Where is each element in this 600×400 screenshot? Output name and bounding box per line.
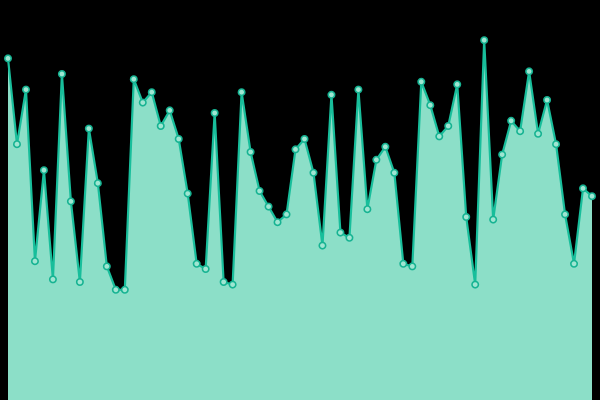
data-point-marker xyxy=(417,77,426,86)
data-point-marker xyxy=(435,132,444,141)
data-point-marker xyxy=(66,197,75,206)
data-point-marker xyxy=(399,259,408,268)
data-point-marker xyxy=(273,218,282,227)
data-point-marker xyxy=(48,275,57,284)
data-point-marker xyxy=(345,233,354,242)
data-point-marker xyxy=(138,98,147,107)
data-point-marker xyxy=(453,80,462,89)
data-point-marker xyxy=(84,124,93,133)
data-point-markers xyxy=(4,36,596,294)
data-point-marker xyxy=(480,36,489,45)
data-point-marker xyxy=(102,262,111,271)
data-point-marker xyxy=(165,106,174,115)
data-point-marker xyxy=(156,122,165,131)
data-point-marker xyxy=(183,189,192,198)
data-point-marker xyxy=(30,257,39,266)
data-line xyxy=(6,39,594,291)
data-point-marker xyxy=(381,142,390,151)
data-point-marker xyxy=(12,140,21,149)
data-point-marker xyxy=(534,129,543,138)
data-point-marker xyxy=(354,85,363,94)
data-point-marker xyxy=(111,285,120,294)
data-point-marker xyxy=(462,213,471,222)
data-point-marker xyxy=(93,179,102,188)
data-point-marker xyxy=(498,150,507,159)
data-point-marker xyxy=(336,228,345,237)
data-point-marker xyxy=(327,90,336,99)
data-point-marker xyxy=(489,215,498,224)
data-point-marker xyxy=(408,262,417,271)
data-point-marker xyxy=(201,264,210,273)
data-point-marker xyxy=(291,145,300,154)
data-point-marker xyxy=(219,277,228,286)
data-point-marker xyxy=(237,88,246,97)
data-point-marker xyxy=(516,127,525,136)
data-point-marker xyxy=(21,85,30,94)
data-point-marker xyxy=(282,210,291,219)
data-point-marker xyxy=(309,168,318,177)
data-point-marker xyxy=(147,88,156,97)
data-point-marker xyxy=(39,166,48,175)
data-point-marker xyxy=(210,109,219,118)
data-point-marker xyxy=(363,205,372,214)
data-point-marker xyxy=(264,202,273,211)
data-point-marker xyxy=(174,135,183,144)
data-point-marker xyxy=(390,168,399,177)
data-point-marker xyxy=(129,75,138,84)
data-point-marker xyxy=(579,184,588,193)
data-point-marker xyxy=(4,54,13,63)
data-point-marker xyxy=(507,116,516,125)
data-point-marker xyxy=(318,241,327,250)
data-point-marker xyxy=(255,187,264,196)
data-point-marker xyxy=(471,280,480,289)
data-point-marker xyxy=(372,155,381,164)
data-point-marker xyxy=(444,122,453,131)
data-point-marker xyxy=(246,148,255,157)
data-point-marker xyxy=(525,67,534,76)
data-point-marker xyxy=(228,280,237,289)
data-point-marker xyxy=(120,285,129,294)
data-point-marker xyxy=(192,259,201,268)
data-point-marker xyxy=(300,135,309,144)
area-fill-region xyxy=(8,40,592,400)
data-point-marker xyxy=(570,259,579,268)
data-point-marker xyxy=(552,140,561,149)
data-point-marker xyxy=(543,96,552,105)
data-point-marker xyxy=(587,192,596,201)
data-point-marker xyxy=(57,70,66,79)
data-point-marker xyxy=(426,101,435,110)
data-point-marker xyxy=(75,277,84,286)
data-point-marker xyxy=(561,210,570,219)
